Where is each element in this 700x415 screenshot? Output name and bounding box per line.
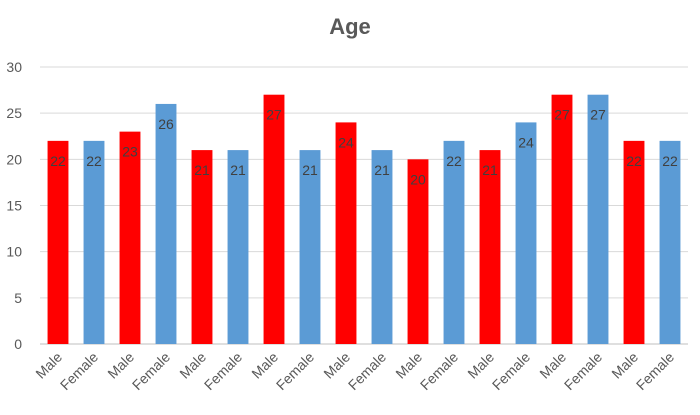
category-label: Male [320, 349, 353, 382]
category-label: Male [248, 349, 281, 382]
data-label: 27 [266, 107, 282, 123]
y-tick-label: 5 [14, 290, 22, 306]
category-label: Female [561, 349, 605, 393]
y-axis-ticks: 0 5 10 15 20 25 30 [6, 59, 22, 352]
category-label: Female [201, 349, 245, 393]
bar-male [47, 140, 69, 344]
bar-male [119, 131, 141, 344]
bar-female [443, 140, 465, 344]
category-label: Male [392, 349, 425, 382]
bar-male [191, 150, 213, 344]
data-label: 22 [626, 153, 642, 169]
data-label: 27 [554, 107, 570, 123]
bar-female [515, 122, 537, 345]
y-tick-label: 0 [14, 336, 22, 352]
y-tick-label: 20 [6, 151, 22, 167]
category-label: Female [345, 349, 389, 393]
bar-female [227, 150, 249, 344]
data-label: 21 [302, 162, 318, 178]
category-label: Female [273, 349, 317, 393]
data-label: 22 [86, 153, 102, 169]
category-label: Male [464, 349, 497, 382]
data-label: 27 [590, 107, 606, 123]
data-label: 20 [410, 171, 426, 187]
data-label: 22 [50, 153, 66, 169]
category-label: Female [57, 349, 101, 393]
category-label: Female [129, 349, 173, 393]
bars [47, 94, 681, 345]
data-label: 21 [230, 162, 246, 178]
data-labels: 22 22 23 26 21 21 27 21 24 21 20 22 21 24 27 27 22 22 [50, 107, 678, 188]
data-label: 26 [158, 116, 174, 132]
bar-male [407, 159, 429, 344]
category-label: Female [417, 349, 461, 393]
data-label: 21 [482, 162, 498, 178]
category-label: Male [176, 349, 209, 382]
bar-male [551, 94, 573, 344]
y-tick-label: 30 [6, 59, 22, 75]
bar-female [155, 103, 177, 344]
bar-male [335, 122, 357, 345]
bar-male [479, 150, 501, 344]
y-tick-label: 15 [6, 198, 22, 214]
bar-female [299, 150, 321, 344]
y-tick-label: 25 [6, 105, 22, 121]
bar-female [83, 140, 105, 344]
category-label: Female [633, 349, 677, 393]
bar-female [659, 140, 681, 344]
data-label: 21 [374, 162, 390, 178]
chart-title: Age [329, 14, 371, 39]
bar-male [263, 94, 285, 344]
data-label: 21 [194, 162, 210, 178]
category-label: Female [489, 349, 533, 393]
data-label: 24 [518, 134, 534, 150]
bar-female [587, 94, 609, 344]
category-label: Male [608, 349, 641, 382]
y-tick-label: 10 [6, 244, 22, 260]
category-label: Male [32, 349, 65, 382]
category-label: Male [536, 349, 569, 382]
bar-male [623, 140, 645, 344]
bar-female [371, 150, 393, 344]
category-label: Male [104, 349, 137, 382]
gridlines [40, 66, 688, 345]
data-label: 23 [122, 144, 138, 160]
data-label: 24 [338, 134, 354, 150]
data-label: 22 [446, 153, 462, 169]
data-label: 22 [662, 153, 678, 169]
